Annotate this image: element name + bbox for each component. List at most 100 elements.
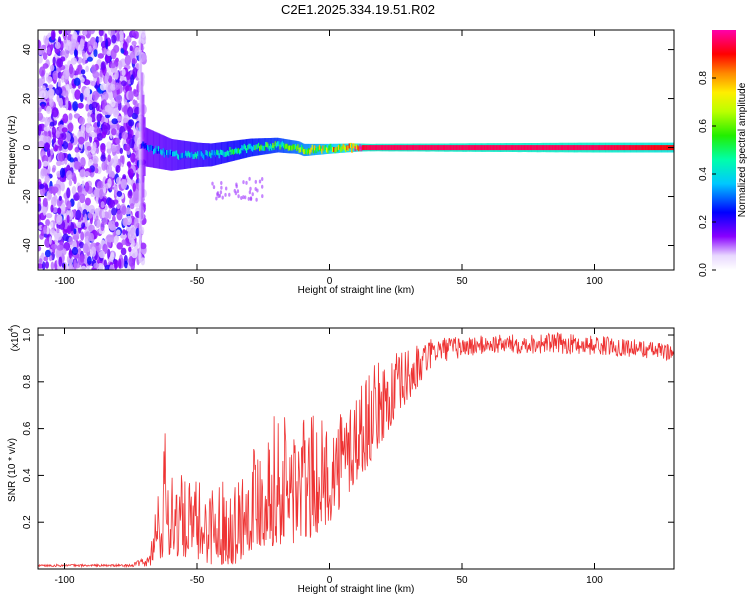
spectrogram-cell xyxy=(379,145,382,151)
spectrogram-cell xyxy=(41,103,45,110)
spectrogram-cell xyxy=(402,145,405,151)
spectrogram-cell xyxy=(387,145,391,151)
spectrogram-cell xyxy=(116,203,121,210)
spectrogram-cell xyxy=(528,145,531,151)
spectrogram-cell xyxy=(67,122,74,133)
spectrogram-cell xyxy=(96,76,100,86)
spectrogram-cell xyxy=(110,158,115,164)
spectrogram-cell xyxy=(39,183,45,189)
spectrogram-cell xyxy=(364,145,367,151)
spectrogram-cell xyxy=(215,151,218,157)
spectrogram-cell xyxy=(651,145,654,151)
spectrogram-cell xyxy=(185,150,188,156)
spectrogram-cell xyxy=(507,145,510,151)
spectrogram-cell xyxy=(240,196,243,200)
spectrogram-cell xyxy=(235,184,238,189)
spectrogram-cell xyxy=(261,145,264,151)
spectrogram-cell xyxy=(341,145,344,151)
spectrogram-cell xyxy=(249,143,252,149)
spectrogram-cell xyxy=(483,145,486,151)
spectrogram-cell xyxy=(593,145,596,151)
spectrogram-cell xyxy=(175,150,178,156)
spectrogram-cell xyxy=(52,70,59,81)
spectrogram-cell xyxy=(38,159,42,170)
spectrogram-cell xyxy=(68,236,73,246)
spectrogram-cell xyxy=(67,153,72,162)
spectrogram-cell xyxy=(238,149,242,155)
spectrogram-cell xyxy=(477,145,480,151)
spectrogram-cell xyxy=(240,148,243,154)
spectrogram-cell xyxy=(261,194,264,199)
spectrogram-cell xyxy=(45,213,53,219)
spectrogram-cell xyxy=(317,146,320,152)
spectrogram-cell xyxy=(612,145,615,151)
spectrogram-cell xyxy=(392,145,395,151)
spectrogram-cell xyxy=(205,150,208,155)
spectrogram-cell xyxy=(291,145,294,151)
spectrogram-cell xyxy=(56,244,64,251)
spectrogram-cell xyxy=(88,126,95,132)
spectrogram-cell xyxy=(58,30,63,35)
spectrogram-cell xyxy=(472,145,475,151)
spectrogram-cell xyxy=(318,144,321,150)
spectrogram-cell xyxy=(440,145,443,151)
spectrogram-cell xyxy=(526,145,529,151)
spectrogram-cell xyxy=(465,145,468,151)
spectrogram-cell xyxy=(377,145,380,151)
spectrogram-cell xyxy=(508,145,511,151)
spectrogram-cell xyxy=(374,145,377,151)
spectrogram-cell xyxy=(139,33,147,44)
spectrogram-cell xyxy=(576,145,579,151)
spectrogram-cell xyxy=(311,144,314,150)
spectrogram-cell xyxy=(83,171,90,177)
spectrogram-cell xyxy=(300,144,304,150)
spectrogram-cell xyxy=(128,255,135,267)
spectrogram-cell xyxy=(144,143,147,149)
spectrogram-cell xyxy=(169,149,172,155)
spectrogram-cell xyxy=(56,58,64,68)
spectrogram-cell xyxy=(121,131,128,140)
spectrogram-cell xyxy=(556,145,559,151)
bottom-y-axis-title: SNR (10 * v/v) xyxy=(7,438,18,502)
spectrogram-cell xyxy=(166,150,169,155)
spectrogram-cell xyxy=(449,145,453,151)
spectrogram-cell xyxy=(594,145,597,151)
spectrogram-cell xyxy=(87,256,92,266)
spectrogram-cell xyxy=(167,152,170,158)
y-tick-label: 0.6 xyxy=(22,421,33,435)
spectrogram-cell xyxy=(123,50,129,56)
spectrogram-cell xyxy=(408,145,411,151)
spectrogram-cell xyxy=(42,206,47,216)
spectrogram-cell xyxy=(51,107,59,118)
spectrogram-cell xyxy=(93,49,98,58)
spectrogram-cell xyxy=(304,149,307,155)
spectrogram-cell xyxy=(386,145,389,151)
colorbar-tick-label: 0.6 xyxy=(698,119,709,133)
spectrogram-cell xyxy=(224,192,227,197)
spectrogram-cell xyxy=(504,145,507,151)
spectrogram-cell xyxy=(44,37,49,47)
spectrogram-cell xyxy=(184,153,187,159)
spectrogram-cell xyxy=(220,185,223,190)
spectrogram-cell xyxy=(39,66,46,77)
spectrogram-cell xyxy=(596,145,599,151)
spectrogram-cell xyxy=(605,145,608,151)
spectrogram-cell xyxy=(127,133,133,140)
colorbar-tick-label: 0.2 xyxy=(698,215,709,229)
spectrogram-cell xyxy=(467,145,470,151)
spectrogram-cell xyxy=(248,190,252,195)
spectrogram-cell xyxy=(101,131,107,139)
spectrogram-cell xyxy=(46,76,53,83)
spectrogram-cell xyxy=(330,145,333,151)
spectrogram-cell xyxy=(130,152,136,163)
spectrogram-cell xyxy=(116,32,120,42)
spectrogram-cell xyxy=(399,145,403,151)
spectrogram-cell xyxy=(236,149,239,155)
spectrogram-cell xyxy=(613,145,616,151)
spectrogram-cell xyxy=(646,145,649,151)
spectrogram-cell xyxy=(484,145,487,151)
colorbar-tick-label: 0.8 xyxy=(698,71,709,85)
spectrogram-cell xyxy=(98,30,104,37)
spectrogram-cell xyxy=(545,145,548,151)
spectrogram-cell xyxy=(79,38,84,49)
